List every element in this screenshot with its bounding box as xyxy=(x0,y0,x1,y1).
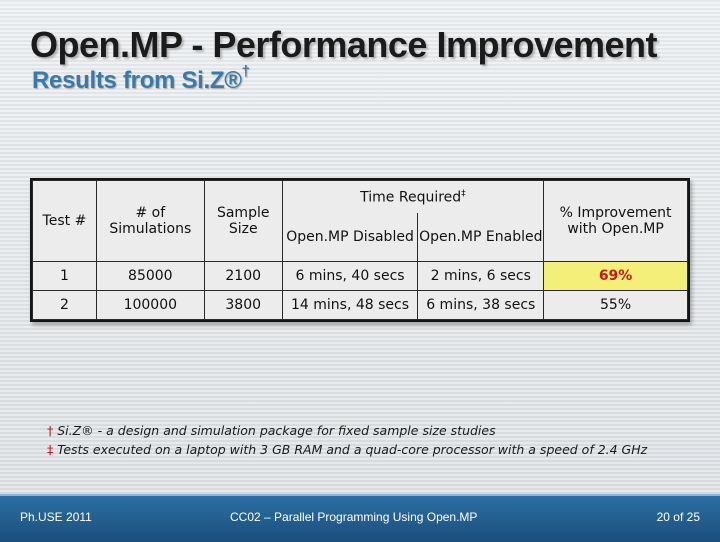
header-openmp-enabled: Open.MP Enabled xyxy=(417,213,545,262)
footer-bar: Ph.USE 2011 CC02 – Parallel Programming … xyxy=(0,494,720,542)
header-improvement: % Improvement with Open.MP xyxy=(543,180,688,262)
footnote-1-text: Si.Z® - a design and simulation package … xyxy=(53,423,496,438)
cell-simulations: 100000 xyxy=(95,290,205,320)
cell-improvement-highlight: 69% xyxy=(543,261,688,291)
subtitle-text: Results from Si.Z® xyxy=(32,67,242,94)
cell-sample-size: 2100 xyxy=(203,261,283,291)
cell-test: 2 xyxy=(32,290,97,320)
time-required-mark: ‡ xyxy=(461,188,466,199)
cell-improvement: 55% xyxy=(543,290,688,320)
header-sample-size: Sample Size xyxy=(203,180,283,262)
header-simulations: # of Simulations xyxy=(95,180,205,262)
footer-conference: Ph.USE 2011 xyxy=(20,510,92,524)
improvement-value: 69% xyxy=(598,268,633,284)
footer-presentation-title: CC02 – Parallel Programming Using Open.M… xyxy=(230,510,478,524)
footnote-1: † Si.Z® - a design and simulation packag… xyxy=(47,421,647,440)
footer-page-number: 20 of 25 xyxy=(656,510,700,524)
table-row: 1 85000 2100 6 mins, 40 secs 2 mins, 6 s… xyxy=(32,261,688,291)
slide-subtitle: Results from Si.Z®† xyxy=(32,63,250,95)
footnote-2-text: Tests executed on a laptop with 3 GB RAM… xyxy=(53,442,648,457)
cell-sample-size: 3800 xyxy=(203,290,283,320)
slide-title: Open.MP - Performance Improvement xyxy=(30,24,658,65)
footnote-2: ‡ Tests executed on a laptop with 3 GB R… xyxy=(47,440,647,459)
subtitle-dagger: † xyxy=(241,63,250,80)
cell-test: 1 xyxy=(32,261,97,291)
header-openmp-disabled: Open.MP Disabled xyxy=(281,213,419,262)
cell-disabled: 6 mins, 40 secs xyxy=(281,261,419,291)
table-row: 2 100000 3800 14 mins, 48 secs 6 mins, 3… xyxy=(32,290,688,320)
footnotes: † Si.Z® - a design and simulation packag… xyxy=(47,421,647,459)
cell-disabled: 14 mins, 48 secs xyxy=(281,290,419,320)
footnote-1-mark: † xyxy=(47,423,54,438)
cell-enabled: 6 mins, 38 secs xyxy=(417,290,545,320)
header-time-required: Time Required‡ xyxy=(281,180,545,213)
time-required-label: Time Required xyxy=(360,189,462,206)
results-table: Test # # of Simulations Sample Size Time… xyxy=(30,178,690,322)
footnote-2-mark: ‡ xyxy=(47,442,54,457)
cell-simulations: 85000 xyxy=(95,261,205,291)
cell-enabled: 2 mins, 6 secs xyxy=(417,261,545,291)
header-test: Test # xyxy=(32,180,97,262)
